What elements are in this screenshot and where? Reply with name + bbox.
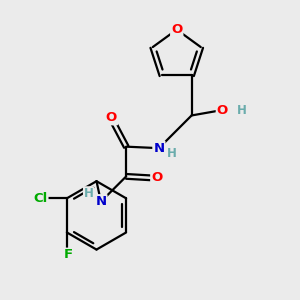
- Text: H: H: [167, 147, 177, 160]
- Text: H: H: [237, 104, 247, 117]
- Text: O: O: [171, 23, 182, 36]
- Text: H: H: [83, 187, 93, 200]
- Text: F: F: [64, 248, 73, 261]
- Text: O: O: [151, 171, 162, 184]
- Text: N: N: [153, 142, 164, 154]
- Text: N: N: [95, 195, 106, 208]
- Text: Cl: Cl: [34, 192, 48, 205]
- Text: O: O: [106, 111, 117, 124]
- Text: O: O: [217, 104, 228, 117]
